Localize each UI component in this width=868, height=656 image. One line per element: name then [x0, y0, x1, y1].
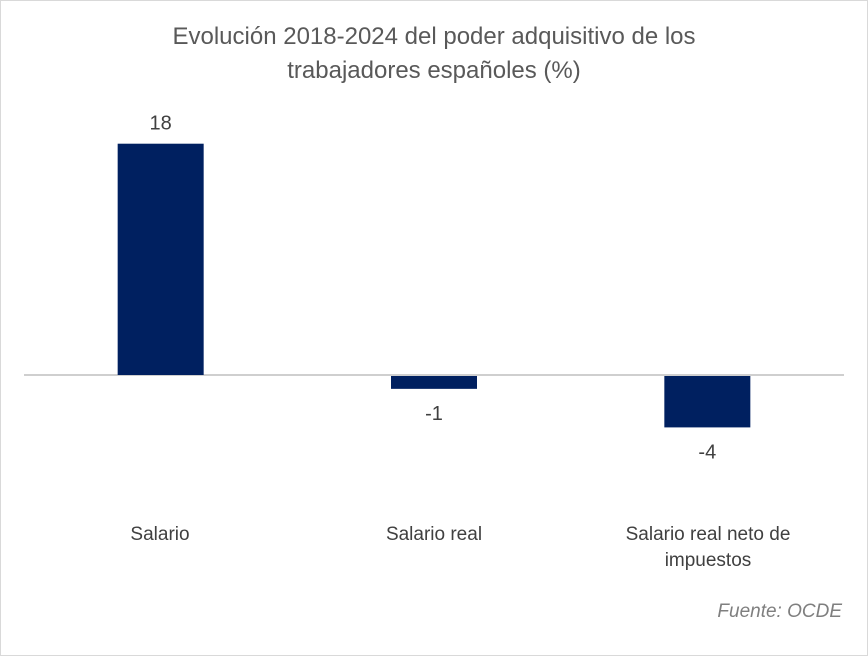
data-label-1: -1 [425, 403, 443, 425]
chart-title: Evolución 2018-2024 del poder adquisitiv… [0, 20, 868, 88]
chart-title-line-2: trabajadores españoles (%) [287, 57, 581, 84]
bar-0 [117, 143, 204, 375]
category-label-line: Salario real neto de [625, 524, 791, 545]
data-label-2: -4 [698, 441, 716, 463]
category-label-salario-real: Salario real [314, 522, 554, 548]
category-label-salario-real-neto: Salario real neto de impuestos [588, 522, 828, 574]
bar-2 [664, 376, 751, 428]
category-label-line: Salario real [385, 524, 483, 545]
chart-title-line-1: Evolución 2018-2024 del poder adquisitiv… [172, 23, 696, 50]
category-label-salario: Salario [40, 522, 280, 548]
category-label-line: Salario [130, 524, 190, 545]
source-note: Fuente: OCDE [717, 601, 842, 622]
data-label-0: 18 [150, 113, 172, 135]
category-label-line: impuestos [664, 550, 752, 571]
bar-1 [391, 376, 477, 389]
